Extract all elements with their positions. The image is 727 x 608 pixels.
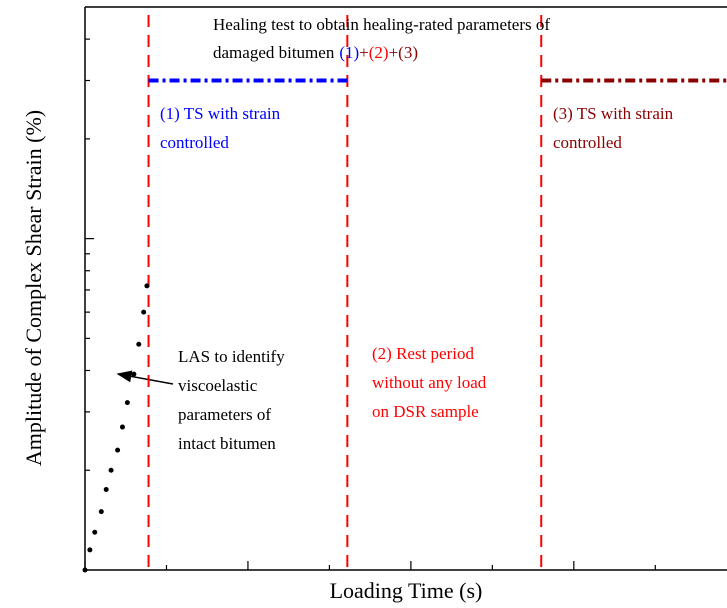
annotation-part: +: [389, 43, 399, 62]
annotation-part: (3): [398, 43, 418, 62]
annotation: without any load: [372, 373, 487, 392]
x-axis-label: Loading Time (s): [330, 578, 483, 603]
annotation: controlled: [553, 133, 622, 152]
annotation: damaged bitumen (1)+(2)+(3): [213, 43, 418, 62]
data-point: [115, 447, 121, 453]
data-point: [141, 309, 147, 315]
data-point: [108, 467, 114, 473]
annotation-part: (1): [339, 43, 359, 62]
data-point: [124, 400, 130, 406]
annotation: controlled: [160, 133, 229, 152]
y-axis-label: Amplitude of Complex Shear Strain (%): [21, 110, 46, 466]
annotation: parameters of: [178, 405, 271, 424]
annotation: LAS to identify: [178, 347, 285, 366]
annotation: on DSR sample: [372, 402, 479, 421]
annotation: Healing test to obtain healing-rated par…: [213, 15, 550, 34]
data-point: [103, 486, 109, 492]
data-point: [98, 509, 104, 515]
data-point: [92, 529, 98, 535]
data-point: [119, 424, 125, 430]
data-point: [136, 341, 142, 347]
annotation: intact bitumen: [178, 434, 276, 453]
data-point: [87, 547, 93, 553]
annotation-part: +: [359, 43, 369, 62]
data-point: [144, 283, 150, 289]
annotation: viscoelastic: [178, 376, 258, 395]
annotation: (2) Rest period: [372, 344, 474, 363]
data-point: [131, 371, 137, 377]
annotation: (3) TS with strain: [553, 104, 674, 123]
annotation: (1) TS with strain: [160, 104, 281, 123]
annotation-part: (2): [369, 43, 389, 62]
arrow: [116, 370, 174, 385]
annotation-part: damaged bitumen: [213, 43, 335, 62]
data-point: [82, 567, 88, 573]
